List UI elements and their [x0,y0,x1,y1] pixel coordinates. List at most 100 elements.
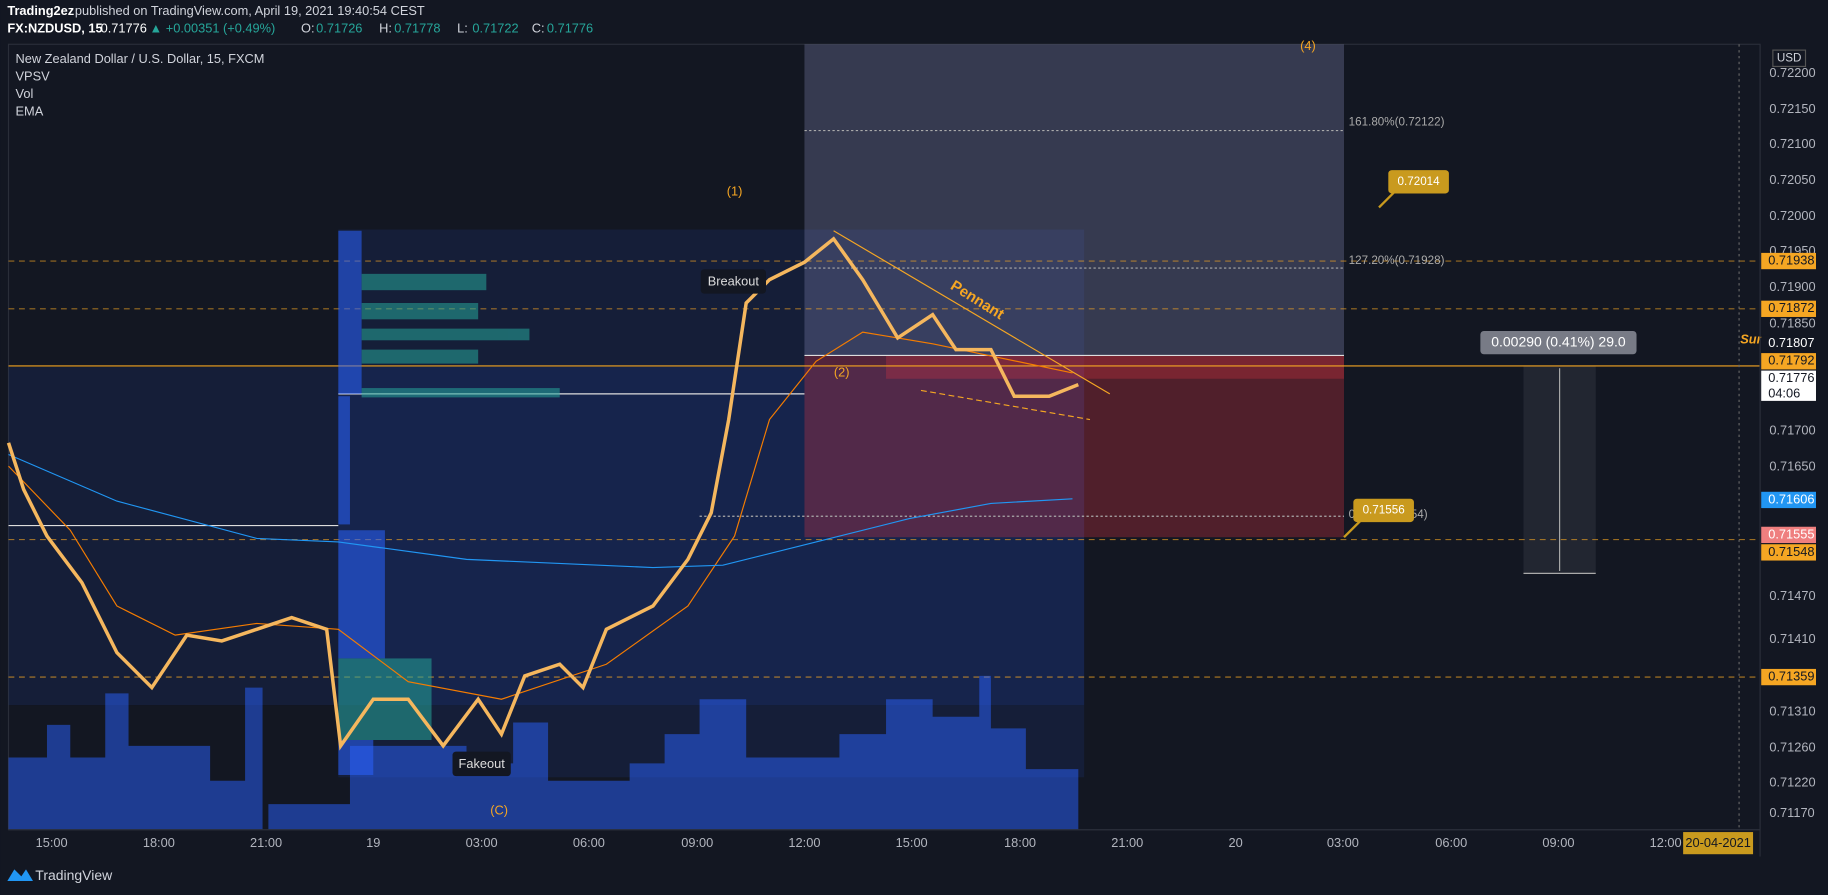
time-label: 18:00 [143,835,175,850]
time-label: 21:00 [250,835,282,850]
price-label: 0.71310 [1769,703,1815,718]
price-label: 0.71260 [1769,740,1815,755]
time-axis: 15:00 18:00 21:00 19 03:00 06:00 09:00 12:00 15:… [36,835,1682,850]
support-label: Sur [1740,332,1762,347]
price-badge-text: 0.71807 [1768,335,1814,350]
price-label: 0.71850 [1769,315,1815,330]
fakeout-label: Fakeout [459,756,506,771]
time-label: 03:00 [466,835,498,850]
stop-zone [886,355,1345,379]
chart-pane [7,43,1761,831]
price-label: 0.72200 [1769,65,1815,80]
ohlc-value: 0.71722 [472,21,518,36]
date-badge-text: 20-04-2021 [1685,835,1750,850]
stop-zone [804,355,1345,538]
price-badge-text: 0.71792 [1768,353,1814,368]
legend-item: EMA [16,103,44,118]
author: Trading2ez [7,3,74,18]
ohlc-value: 0.71776 [547,21,593,36]
label-box [452,751,511,777]
time-label: 03:00 [1327,835,1359,850]
wave-label: (4) [1300,38,1316,53]
ohlc-label: C: [532,21,545,36]
volume-profile [338,230,560,775]
price-badge [1761,252,1816,270]
price-badge [1761,544,1816,561]
price-badge-text: 0.71548 [1768,544,1814,559]
time-label: 09:00 [1542,835,1574,850]
price-line [6,236,1079,751]
price-label: 0.72100 [1769,136,1815,151]
price-badge [1761,526,1816,544]
target-zone [804,44,1345,356]
date-badge [1683,832,1754,855]
volume-bars [8,675,1079,830]
label-box [700,269,766,294]
time-label: 12:00 [788,835,820,850]
countdown: 04:06 [1768,385,1800,400]
price-badge-text: 0.71938 [1768,252,1814,267]
ohlc-value: 0.71778 [394,21,440,36]
price-label: 0.71170 [1769,805,1814,820]
footer: TradingView [35,867,113,883]
currency-box [1772,49,1807,68]
ohlc-label: H: [379,21,392,36]
price-label: 0.72150 [1769,101,1815,116]
price-badge-text: 0.71606 [1768,491,1814,506]
legend-item: Vol [16,86,34,101]
price-badge-text: 0.71872 [1768,300,1814,315]
time-label: 12:00 [1650,835,1682,850]
price-axis: 0.72200 0.72150 0.72100 0.72050 0.72000 0.719… [1761,65,1816,820]
ema-slow [8,453,1073,569]
time-label: 15:00 [36,835,68,850]
breakout-label: Breakout [708,273,760,288]
target-badge-text: 0.72014 [1398,175,1441,188]
price-label: 0.71650 [1769,459,1815,474]
price-label: 0.71700 [1769,423,1815,438]
price-label: 0.71900 [1769,279,1815,294]
currency: USD [1777,51,1802,64]
callout-pointer [1343,518,1363,539]
time-label: 15:00 [896,835,928,850]
fib-label: 161.80%(0.72122) [1349,115,1445,128]
logo [7,869,33,882]
price-label: 0.71220 [1769,775,1815,790]
ohlc: O: 0.71726 H: 0.71778 L: 0.71722 C: 0.71776 [301,21,593,36]
wave-label: (2) [834,364,850,379]
price-badge-text: 0.71359 [1768,668,1814,683]
price-label: 0.72000 [1769,208,1815,223]
target-badge [1388,170,1449,194]
legend-title: New Zealand Dollar / U.S. Dollar, 15, FX… [16,51,265,66]
wave-label: (C) [490,802,508,817]
pennant-line [920,389,1091,421]
time-label: 09:00 [681,835,713,850]
price-label: 0.71410 [1769,631,1815,646]
price-badge [1761,300,1816,317]
target-badge [1353,498,1414,523]
ohlc-value: 0.71726 [316,21,362,36]
change: ▲ +0.00351 (+0.49%) [150,21,276,36]
time-label: 06:00 [1435,835,1467,850]
time-label: 20 [1229,835,1243,850]
price-badge-text: 0.71555 [1768,526,1814,541]
legend-item: VPSV [16,68,51,83]
fib-label: 127.20%(0.71928) [1349,254,1445,267]
vp-zone [8,367,1085,706]
target-badge-text: 0.71556 [1363,504,1405,517]
ohlc-label: L: [457,21,468,36]
published: published on TradingView.com, April 19, … [75,3,425,18]
time-label: 06:00 [573,835,605,850]
wave-label: (1) [727,184,743,199]
price-badge [1761,353,1816,370]
price-badge [1761,668,1816,686]
measure-badge [1480,330,1637,355]
price-label: 0.72050 [1769,172,1815,187]
pennant-line [833,230,1111,395]
time-label: 18:00 [1004,835,1036,850]
price-label: 0.71470 [1769,588,1815,603]
time-label: 21:00 [1111,835,1143,850]
time-label: 19 [366,835,380,850]
last-price: 0.71776 [101,21,147,36]
